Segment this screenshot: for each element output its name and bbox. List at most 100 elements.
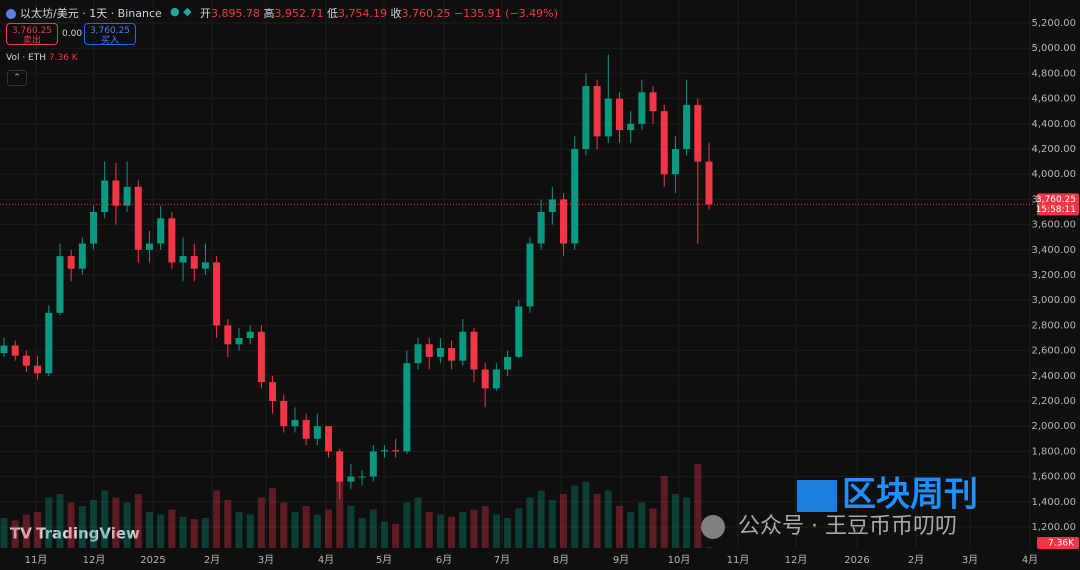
y-tick-label: 4,400.00 bbox=[1031, 119, 1076, 130]
y-tick-label: 4,600.00 bbox=[1031, 94, 1076, 105]
volume-bar bbox=[615, 506, 623, 548]
candle-body bbox=[459, 331, 467, 361]
volume-bar bbox=[425, 512, 433, 548]
high-value: 3,952.71 bbox=[274, 7, 324, 20]
volume-bar bbox=[436, 514, 444, 548]
candle-body bbox=[269, 382, 277, 401]
candle-body bbox=[123, 186, 131, 206]
volume-bar bbox=[548, 500, 556, 548]
volume-label-box bbox=[1037, 537, 1079, 549]
candle-body bbox=[22, 355, 30, 366]
y-tick-label: 2,800.00 bbox=[1031, 320, 1076, 331]
countdown: 15:58:11 bbox=[1036, 205, 1076, 215]
candle-body bbox=[481, 369, 489, 389]
buy-price: 3,760.25 bbox=[89, 26, 131, 36]
candle-body bbox=[257, 331, 265, 383]
volume-bar bbox=[179, 516, 187, 548]
volume-bar bbox=[492, 514, 500, 548]
last-price-label: 3,760.25 bbox=[1036, 195, 1076, 205]
candle-body bbox=[0, 345, 8, 354]
y-tick-label: 1,200.00 bbox=[1031, 522, 1076, 533]
candle-body bbox=[235, 338, 243, 345]
volume-bar bbox=[145, 512, 153, 548]
candle-body bbox=[380, 450, 388, 452]
status-icons[interactable]: ● ◆ bbox=[170, 5, 192, 18]
collapse-button[interactable]: ⌃ bbox=[7, 70, 27, 86]
volume-bar bbox=[392, 524, 400, 548]
volume-bar bbox=[627, 512, 635, 548]
candle-body bbox=[403, 363, 411, 452]
volume-bar bbox=[358, 518, 366, 548]
volume-bar bbox=[582, 482, 590, 548]
x-tick-label: 7月 bbox=[494, 554, 510, 566]
y-tick-label: 4,000.00 bbox=[1031, 169, 1076, 180]
open-label: 开 bbox=[200, 7, 211, 20]
spread: 0.00 bbox=[62, 29, 83, 39]
volume-bar bbox=[694, 464, 702, 548]
candle-body bbox=[683, 104, 691, 149]
candle-body bbox=[224, 325, 232, 345]
x-tick-label: 12月 bbox=[785, 554, 808, 566]
candle-body bbox=[201, 262, 209, 269]
candle-body bbox=[190, 256, 198, 269]
account-watermark: 公众号 · 王豆币币叨叨 bbox=[738, 514, 957, 539]
volume-bar bbox=[123, 502, 131, 548]
y-tick-label: 1,800.00 bbox=[1031, 446, 1076, 457]
candle-body bbox=[101, 180, 109, 212]
symbol-title[interactable]: 以太坊/美元 · 1天 · Binance bbox=[6, 5, 162, 21]
volume-bar bbox=[403, 502, 411, 548]
x-tick-label: 12月 bbox=[83, 554, 106, 566]
volume-name: Vol · ETH bbox=[6, 53, 46, 63]
volume-bar bbox=[246, 514, 254, 548]
candle-body bbox=[67, 256, 75, 269]
candle-body bbox=[134, 186, 142, 250]
volume-bar bbox=[604, 490, 612, 548]
close-value: 3,760.25 bbox=[401, 7, 451, 20]
brand-watermark: TradingView bbox=[36, 525, 140, 543]
x-tick-label: 2025 bbox=[140, 555, 165, 566]
candle-body bbox=[537, 212, 545, 244]
volume-bar bbox=[683, 497, 691, 548]
logo-icon bbox=[797, 480, 837, 512]
volume-bar bbox=[560, 494, 568, 548]
volume-bar bbox=[257, 497, 265, 548]
y-tick-label: 2,200.00 bbox=[1031, 396, 1076, 407]
candle-body bbox=[436, 348, 444, 357]
low-label: 低 bbox=[326, 7, 338, 20]
volume-bar bbox=[78, 506, 86, 548]
y-tick-label: 5,000.00 bbox=[1031, 43, 1076, 54]
y-tick-label: 2,400.00 bbox=[1031, 371, 1076, 382]
logo-text: 区块周刊 bbox=[842, 475, 978, 515]
brand-icon: 𝗧𝗩 bbox=[10, 525, 32, 543]
candle-body bbox=[515, 306, 523, 357]
candle-body bbox=[604, 98, 612, 137]
volume-bar bbox=[112, 497, 120, 548]
candle-body bbox=[336, 451, 344, 482]
candle-body bbox=[78, 243, 86, 269]
x-tick-label: 11月 bbox=[25, 554, 48, 566]
volume-bar bbox=[11, 520, 19, 548]
volume-bar bbox=[168, 509, 176, 548]
volume-bar bbox=[448, 516, 456, 548]
volume-bar bbox=[671, 494, 679, 548]
candle-body bbox=[392, 450, 400, 452]
sell-button[interactable]: 3,760.25 卖出 bbox=[6, 23, 58, 46]
y-tick-label: 3,400.00 bbox=[1031, 245, 1076, 256]
x-tick-label: 2026 bbox=[844, 555, 869, 566]
x-tick-label: 4月 bbox=[1022, 554, 1038, 566]
x-tick-label: 2月 bbox=[908, 554, 924, 566]
buy-button[interactable]: 3,760.25 买入 bbox=[84, 23, 136, 46]
volume-axis-label: 7.36K bbox=[1048, 539, 1075, 549]
volume-bar bbox=[101, 490, 109, 548]
volume-bar bbox=[660, 476, 668, 548]
candle-body bbox=[694, 104, 702, 162]
symbol-icon bbox=[6, 9, 16, 19]
volume-bar bbox=[235, 512, 243, 548]
volume-last: 7.36 K bbox=[48, 53, 78, 63]
x-tick-label: 3月 bbox=[962, 554, 978, 566]
y-tick-label: 3,600.00 bbox=[1031, 220, 1076, 231]
volume-bar bbox=[347, 506, 355, 548]
high-label: 高 bbox=[263, 7, 275, 20]
